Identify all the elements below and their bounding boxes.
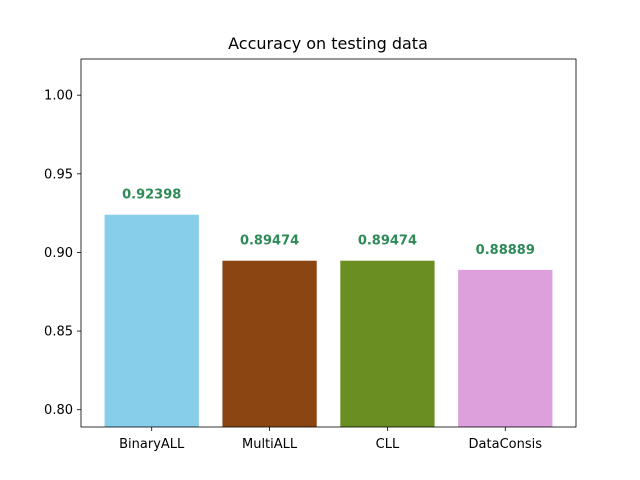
y-tick-label: 0.85 [44, 325, 73, 340]
x-tick-label-dataconsis: DataConsis [469, 437, 543, 452]
y-tick-label: 1.00 [44, 89, 73, 104]
axes-layer: BinaryALL MultiALL CLL DataConsis 0.80 0.85 0.… [44, 58, 577, 452]
bar-binaryall [104, 214, 199, 427]
data-label-binaryall: 0.92398 [122, 188, 181, 203]
x-tick-label-binaryall: BinaryALL [119, 437, 185, 452]
x-tick-label-multiall: MultiALL [242, 437, 298, 452]
bar-multiall [222, 260, 317, 427]
y-tick-label: 0.95 [44, 167, 73, 182]
y-tick-label: 0.80 [44, 403, 73, 418]
data-labels-layer: 0.92398 0.89474 0.89474 0.88889 [122, 188, 535, 258]
chart-title: Accuracy on testing data [228, 34, 428, 53]
data-label-multiall: 0.89474 [240, 234, 299, 249]
bars-layer [104, 214, 553, 427]
x-tick-label-cll: CLL [376, 437, 400, 452]
y-tick-label: 0.90 [44, 246, 73, 261]
data-label-cll: 0.89474 [358, 234, 417, 249]
bar-cll [340, 260, 435, 427]
plot-frame [80, 58, 577, 428]
bar-dataconsis [458, 269, 553, 427]
data-label-dataconsis: 0.88889 [476, 243, 535, 258]
